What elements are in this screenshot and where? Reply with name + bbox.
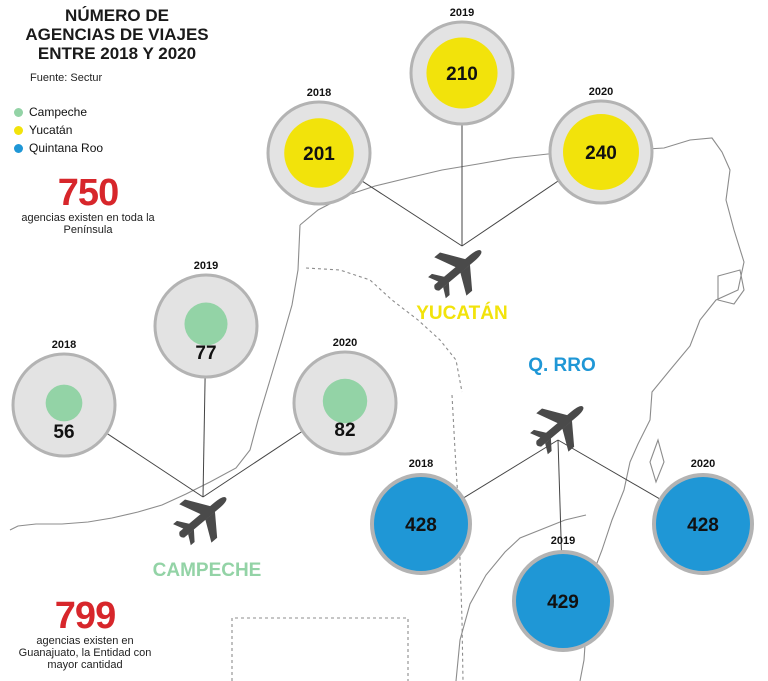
legend-label-quintana-roo: Quintana Roo (29, 141, 104, 155)
airplane-shape (428, 249, 482, 299)
chart-title: NÚMERO DE AGENCIAS DE VIAJES ENTRE 2018 … (12, 6, 222, 63)
legend-dot-campeche (14, 107, 23, 117)
bubble-inner-value (563, 114, 639, 190)
value-label: 429 (547, 592, 579, 613)
bubble-yucatan-2018: 201 2018 (266, 87, 372, 206)
year-label: 2018 (307, 87, 331, 99)
value-label: 428 (687, 515, 719, 536)
value-label: 428 (405, 515, 437, 536)
bubble-outer (652, 473, 754, 575)
source-note: Fuente: Sectur (30, 72, 103, 84)
state-label-yucatan: YUCATÁN (416, 302, 507, 324)
airplane-shape (173, 496, 227, 546)
bubble-inner-value (284, 118, 354, 188)
year-label: 2019 (450, 7, 474, 19)
legend-dot-quintana-roo (14, 143, 23, 153)
airplane-icon (530, 405, 584, 455)
value-label: 210 (446, 64, 478, 85)
plane-layer (173, 249, 584, 546)
year-label: 2019 (551, 535, 575, 547)
value-label: 82 (334, 420, 355, 441)
title-line-1: NÚMERO DE (65, 6, 169, 25)
stat-guanajuato-number: 799 (54, 595, 116, 637)
year-label: 2018 (52, 339, 76, 351)
bubble-q-rro-2019: 429 2019 (512, 535, 614, 652)
airplane-shape (530, 405, 584, 455)
legend-label-yucatan: Yucatán (29, 123, 73, 137)
year-label: 2020 (589, 86, 613, 98)
legend-item-yucatan: Yucatán (14, 121, 103, 139)
airplane-icon (173, 496, 227, 546)
state-label-layer: CAMPECHE YUCATÁN Q. RRO (153, 302, 596, 581)
bubble-campeche-2018: 56 2018 (11, 339, 117, 458)
title-line-2: AGENCIAS DE VIAJES (25, 25, 209, 44)
peninsula-map-outline (9, 137, 745, 681)
bubble-yucatan-2020: 240 2020 (548, 86, 654, 205)
title-line-3: ENTRE 2018 Y 2020 (37, 44, 197, 63)
legend-dot-yucatan (14, 125, 23, 135)
stat-guanajuato: 799 agencias existen en Guanajuato, la E… (14, 597, 156, 671)
legend-item-quintana-roo: Quintana Roo (14, 139, 103, 157)
bubble-campeche-2019: 77 2019 (153, 260, 259, 379)
legend: Campeche Yucatán Quintana Roo (14, 103, 103, 157)
bubble-yucatan-2019: 210 2019 (409, 7, 515, 126)
value-label: 201 (303, 144, 335, 165)
legend-label-campeche: Campeche (29, 105, 88, 119)
value-label: 240 (585, 143, 617, 164)
year-label: 2019 (194, 260, 218, 272)
bubble-inner-value (184, 302, 228, 346)
bubble-outer (512, 550, 614, 652)
state-borders (231, 267, 464, 681)
year-label: 2020 (333, 337, 357, 349)
stat-guanajuato-text: agencias existen en Guanajuato, la Entid… (18, 635, 152, 671)
bubble-q-rro-2020: 428 2020 (652, 458, 754, 575)
stat-peninsula-text: agencias existen en toda la Península (21, 212, 155, 236)
bubble-campeche-2020: 82 2020 (292, 337, 398, 456)
bubble-inner-value (45, 384, 83, 422)
bubble-outer (370, 473, 472, 575)
bubble-inner-value (322, 378, 368, 424)
airplane-icon (428, 249, 482, 299)
year-label: 2018 (409, 458, 433, 470)
bubble-q-rro-2018: 428 2018 (370, 458, 472, 575)
state-label-campeche: CAMPECHE (153, 560, 262, 581)
state-label-q-rro: Q. RRO (528, 355, 596, 376)
stat-peninsula: 750 agencias existen en toda la Penínsul… (14, 174, 162, 236)
legend-item-campeche: Campeche (14, 103, 103, 121)
stat-peninsula-number: 750 (57, 172, 119, 214)
bubble-inner-value (426, 37, 498, 109)
year-label: 2020 (691, 458, 715, 470)
value-label: 77 (195, 343, 216, 364)
value-label: 56 (53, 422, 74, 443)
